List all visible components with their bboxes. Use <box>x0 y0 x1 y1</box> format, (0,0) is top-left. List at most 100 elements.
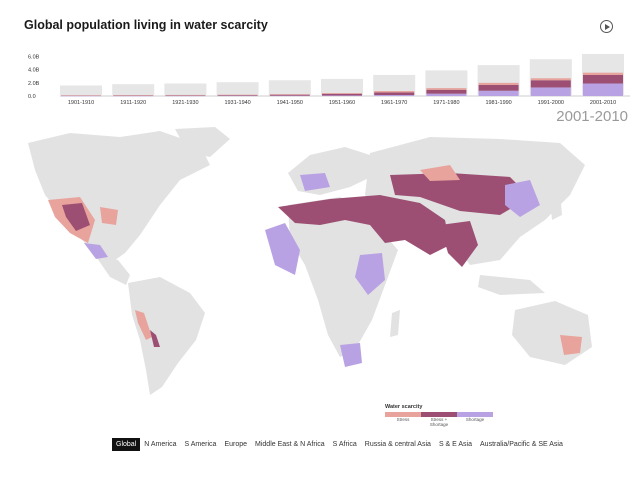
region-tab-s-america[interactable]: S America <box>184 441 217 448</box>
decade-series-bar <box>374 91 415 93</box>
region-tab-middle-east-n-africa[interactable]: Middle East & N Africa <box>255 441 325 448</box>
russia-stress <box>420 165 460 181</box>
decade-bar-group[interactable] <box>477 65 520 96</box>
japan <box>550 193 562 220</box>
y-tick-label: 2.0B <box>28 81 40 87</box>
east-asia-shortage <box>505 180 540 217</box>
australia-stress <box>560 335 582 355</box>
decade-label[interactable]: 1991-2000 <box>538 100 564 106</box>
region-tab-s-africa[interactable]: S Africa <box>332 441 357 448</box>
decade-bar-group[interactable] <box>60 85 102 97</box>
decade-label[interactable]: 1951-1960 <box>329 100 355 106</box>
south-america <box>128 277 205 395</box>
decade-series-bar <box>426 93 467 96</box>
region-tab-europe[interactable]: Europe <box>224 441 248 448</box>
region-tab-global[interactable]: Global <box>112 438 141 451</box>
y-tick-label: 4.0B <box>28 68 40 74</box>
region-tab-russia-central-asia[interactable]: Russia & central Asia <box>364 441 431 448</box>
chart-title: Global population living in water scarci… <box>24 18 268 32</box>
decade-bar-group[interactable] <box>268 80 311 97</box>
legend-label-stress: Stress <box>396 417 410 422</box>
y-tick-label: 6.0B <box>28 55 40 61</box>
decade-bar-chart[interactable]: 6.0B 4.0B 2.0B 0.0 1901-1910 1911-1920 1921-19… <box>0 40 640 110</box>
australia <box>512 301 592 365</box>
scarcity-legend: Water scarcity Stress Stress + Shortage … <box>385 404 493 427</box>
decade-series-bar <box>478 84 519 91</box>
decade-series-bar <box>426 89 467 94</box>
decade-series-bar <box>426 88 467 90</box>
south-africa-shortage <box>340 343 362 367</box>
north-america <box>28 131 210 265</box>
decade-bar-group[interactable] <box>373 74 416 96</box>
legend-swatches <box>385 412 493 417</box>
legend-swatch-stress <box>385 412 421 417</box>
decade-total-bar[interactable] <box>321 78 363 96</box>
scarcity-overlays <box>48 165 582 367</box>
legend-label-shortage: Shortage <box>465 417 485 422</box>
decade-label[interactable]: 1971-1980 <box>433 100 459 106</box>
mexico-shortage <box>84 243 108 259</box>
peru-stress <box>135 310 152 340</box>
land-masses <box>28 127 592 395</box>
decade-label[interactable]: 1931-1940 <box>224 100 250 106</box>
decade-label[interactable]: 1981-1990 <box>485 100 511 106</box>
decade-label[interactable]: 1941-1950 <box>277 100 303 106</box>
africa-shortage <box>265 223 300 275</box>
decade-label[interactable]: 1901-1910 <box>68 100 94 106</box>
decade-label[interactable]: 1921-1930 <box>172 100 198 106</box>
region-tab-n-america[interactable]: N America <box>144 441 177 448</box>
decade-series-bar <box>374 92 415 96</box>
decade-bar-group[interactable] <box>425 70 468 96</box>
indonesia <box>478 275 545 295</box>
decade-series-bar <box>322 93 362 94</box>
us-west-stress-shortage <box>62 203 90 231</box>
world-map[interactable] <box>0 125 640 405</box>
decade-series-bar <box>583 74 623 84</box>
legend-label-stress-shortage: Stress + Shortage <box>429 417 449 427</box>
decade-label[interactable]: 1961-1970 <box>381 100 407 106</box>
decade-bar-group[interactable] <box>112 84 155 97</box>
legend-title: Water scarcity <box>385 404 423 410</box>
decade-series-bar <box>530 80 571 88</box>
decade-series-bar <box>322 95 362 96</box>
decade-bar-group[interactable] <box>582 53 624 96</box>
legend-swatch-shortage <box>457 412 493 417</box>
decade-series-bar <box>530 87 571 96</box>
east-africa-shortage <box>355 253 385 295</box>
us-central-stress <box>100 207 118 225</box>
decade-total-bar[interactable] <box>268 80 311 96</box>
north-africa-mideast <box>278 195 450 255</box>
greenland <box>175 127 230 157</box>
legend-swatch-stress-shortage <box>421 412 457 417</box>
decade-series-bar <box>530 78 571 81</box>
region-tab-s-e-asia[interactable]: S & E Asia <box>438 441 473 448</box>
decade-series-bar <box>374 95 415 96</box>
decade-label[interactable]: 2001-2010 <box>590 100 616 106</box>
andes-stress-shortage <box>150 330 160 347</box>
decade-series-bar <box>269 94 310 95</box>
decade-total-bar[interactable] <box>112 84 155 96</box>
y-tick-label: 0.0 <box>28 94 36 100</box>
madagascar <box>390 310 400 337</box>
central-america <box>95 255 130 285</box>
decade-bar-group[interactable] <box>216 82 259 97</box>
decade-bar-group[interactable] <box>529 59 572 96</box>
decade-series-bar <box>583 72 623 75</box>
decade-bar-group[interactable] <box>164 83 207 97</box>
central-asia <box>390 173 530 215</box>
decade-total-bar[interactable] <box>164 83 207 96</box>
region-tab-australia-pacific-se-asia[interactable]: Australia/Pacific & SE Asia <box>480 441 563 448</box>
decade-total-bar[interactable] <box>216 82 259 96</box>
play-icon[interactable] <box>600 20 613 33</box>
decade-bar-group[interactable] <box>321 78 363 96</box>
decade-series-bar <box>165 95 206 96</box>
decade-total-bar[interactable] <box>60 85 102 96</box>
india-stress-shortage <box>440 221 478 267</box>
decade-series-bar <box>583 83 623 96</box>
selected-decade-label: 2001-2010 <box>556 108 628 125</box>
decade-series-bar <box>322 93 362 96</box>
decade-total-bar[interactable] <box>373 74 416 96</box>
decade-label[interactable]: 1911-1920 <box>120 100 146 106</box>
legend-labels: Stress Stress + Shortage Shortage <box>385 417 493 427</box>
decade-series-bar <box>217 95 258 96</box>
